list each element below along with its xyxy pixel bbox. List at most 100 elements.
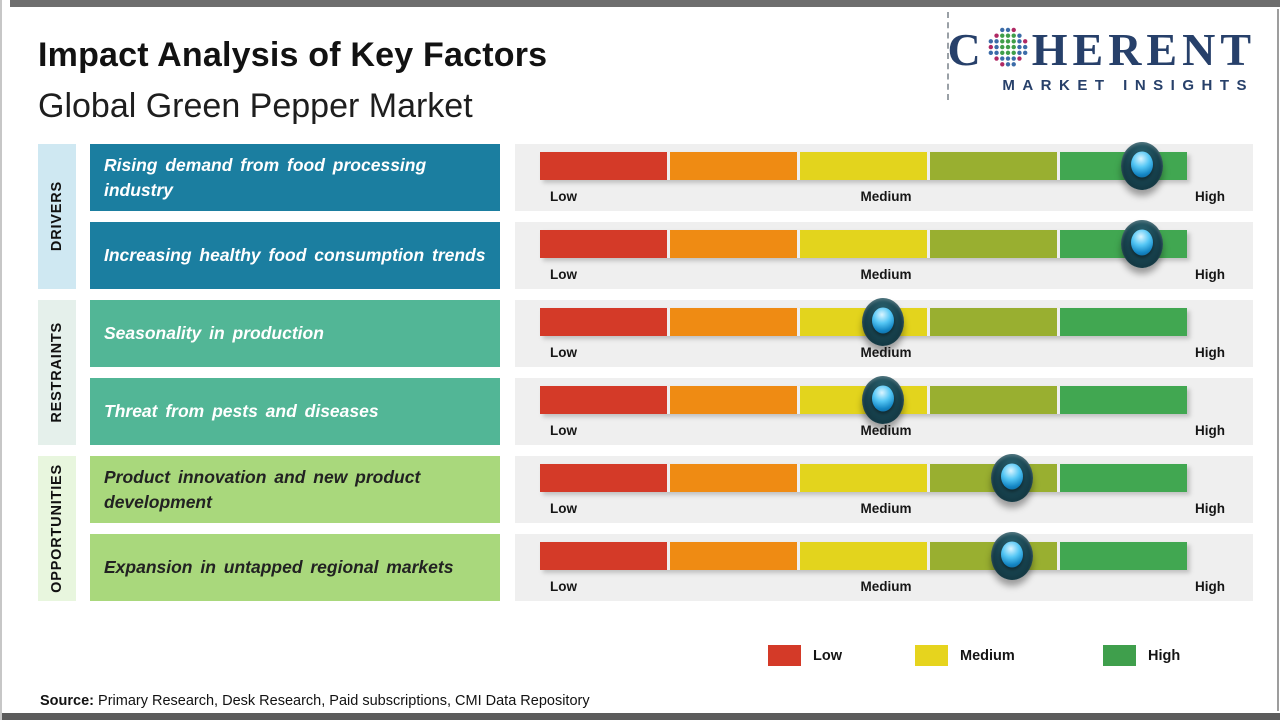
scale-label-low: Low — [550, 501, 577, 516]
segment-2 — [670, 152, 797, 180]
segment-3 — [800, 230, 927, 258]
impact-analysis-matrix: DRIVERS Rising demand from food processi… — [38, 142, 1253, 612]
factor-text: Seasonality in production — [104, 323, 324, 344]
group-opportunities: OPPORTUNITIES Product innovation and new… — [38, 454, 1253, 601]
scale-label-medium: Medium — [860, 579, 912, 594]
segment-4 — [930, 308, 1057, 336]
brand-letters-herent: HERENT — [1031, 24, 1256, 75]
factor-row: Expansion in untapped regional markets L… — [90, 532, 1253, 601]
brand-wordmark: C HERENT — [948, 26, 1257, 74]
impact-marker — [1120, 220, 1163, 268]
factor-row: Increasing healthy food consumption tren… — [90, 220, 1253, 289]
segment-1 — [540, 386, 667, 414]
impact-scale: Low Medium High — [515, 298, 1253, 367]
scale-label-low: Low — [550, 345, 577, 360]
legend-swatch-medium — [915, 645, 948, 666]
scale-label-low: Low — [550, 423, 577, 438]
category-strip-opportunities: OPPORTUNITIES — [38, 456, 76, 601]
factor-row: Product innovation and new product devel… — [90, 454, 1253, 523]
segment-2 — [670, 308, 797, 336]
segment-3 — [800, 542, 927, 570]
impact-scale: Low Medium High — [515, 220, 1253, 289]
factor-row: Rising demand from food processing indus… — [90, 142, 1253, 211]
impact-marker — [991, 454, 1034, 502]
source-text: Primary Research, Desk Research, Paid su… — [94, 693, 590, 709]
segment-2 — [670, 464, 797, 492]
segment-4 — [930, 230, 1057, 258]
category-label-opportunities: OPPORTUNITIES — [49, 464, 65, 593]
impact-scale: Low Medium High — [515, 376, 1253, 445]
category-strip-drivers: DRIVERS — [38, 144, 76, 289]
factor-box: Increasing healthy food consumption tren… — [90, 222, 500, 289]
legend-swatch-high — [1103, 645, 1136, 666]
scale-labels: Low Medium High — [550, 579, 1225, 594]
scale-label-medium: Medium — [860, 345, 912, 360]
factor-row: Threat from pests and diseases Low Mediu… — [90, 376, 1253, 445]
scale-label-high: High — [1194, 345, 1225, 360]
impact-gradient-bar — [540, 142, 1187, 190]
group-drivers: DRIVERS Rising demand from food processi… — [38, 142, 1253, 289]
page-subtitle: Global Green Pepper Market — [38, 87, 473, 125]
impact-scale: Low Medium High — [515, 532, 1253, 601]
segment-1 — [540, 152, 667, 180]
scale-label-medium: Medium — [860, 267, 912, 282]
factor-row: Seasonality in production Low Medium — [90, 298, 1253, 367]
segment-4 — [930, 386, 1057, 414]
factor-text: Increasing healthy food consumption tren… — [104, 245, 486, 266]
factor-box: Product innovation and new product devel… — [90, 456, 500, 523]
impact-marker — [991, 532, 1034, 580]
segment-1 — [540, 230, 667, 258]
factor-text: Threat from pests and diseases — [104, 401, 379, 422]
frame-bottom-bar — [0, 713, 1280, 720]
impact-scale: Low Medium High — [515, 142, 1253, 211]
scale-label-medium: Medium — [860, 501, 912, 516]
segment-1 — [540, 542, 667, 570]
scale-label-low: Low — [550, 579, 577, 594]
segment-3 — [800, 152, 927, 180]
impact-marker — [1120, 142, 1163, 190]
legend-label-medium: Medium — [960, 647, 1015, 664]
source-label: Source: — [40, 693, 94, 709]
impact-gradient-bar — [540, 298, 1187, 346]
category-label-restraints: RESTRAINTS — [49, 322, 65, 423]
group-restraints: RESTRAINTS Seasonality in production — [38, 298, 1253, 445]
factor-text: Product innovation and new product devel… — [104, 467, 421, 512]
frame-right-border — [1277, 9, 1279, 711]
legend-swatch-low — [768, 645, 801, 666]
impact-gradient-bar — [540, 454, 1187, 502]
segment-2 — [670, 230, 797, 258]
scale-label-medium: Medium — [860, 423, 912, 438]
page-title: Impact Analysis of Key Factors — [38, 36, 548, 74]
scale-labels: Low Medium High — [550, 189, 1225, 204]
segment-3 — [800, 464, 927, 492]
segment-1 — [540, 464, 667, 492]
legend-label-low: Low — [813, 647, 842, 664]
segment-5 — [1060, 542, 1187, 570]
legend-item-low: Low — [768, 645, 842, 666]
impact-marker — [861, 376, 904, 424]
frame-left-border — [0, 0, 2, 720]
scale-label-low: Low — [550, 189, 577, 204]
factor-text: Expansion in untapped regional markets — [104, 557, 454, 578]
scale-label-high: High — [1194, 267, 1225, 282]
scale-label-low: Low — [550, 267, 577, 282]
segment-5 — [1060, 386, 1187, 414]
scale-labels: Low Medium High — [550, 501, 1225, 516]
segment-4 — [930, 152, 1057, 180]
brand-logo: C HERENT MARKET INSIGHTS — [948, 26, 1257, 95]
factor-box: Seasonality in production — [90, 300, 500, 367]
brand-tagline: MARKET INSIGHTS — [1002, 77, 1254, 94]
scale-labels: Low Medium High — [550, 267, 1225, 282]
impact-gradient-bar — [540, 376, 1187, 424]
factor-text: Rising demand from food processing indus… — [104, 155, 427, 200]
impact-marker — [861, 298, 904, 346]
factor-box: Expansion in untapped regional markets — [90, 534, 500, 601]
scale-label-high: High — [1194, 501, 1225, 516]
scale-label-high: High — [1194, 423, 1225, 438]
category-label-drivers: DRIVERS — [49, 181, 65, 252]
scale-label-high: High — [1194, 189, 1225, 204]
impact-gradient-bar — [540, 532, 1187, 580]
logo-divider-dashed-line — [947, 12, 949, 100]
scale-labels: Low Medium High — [550, 423, 1225, 438]
segment-5 — [1060, 308, 1187, 336]
